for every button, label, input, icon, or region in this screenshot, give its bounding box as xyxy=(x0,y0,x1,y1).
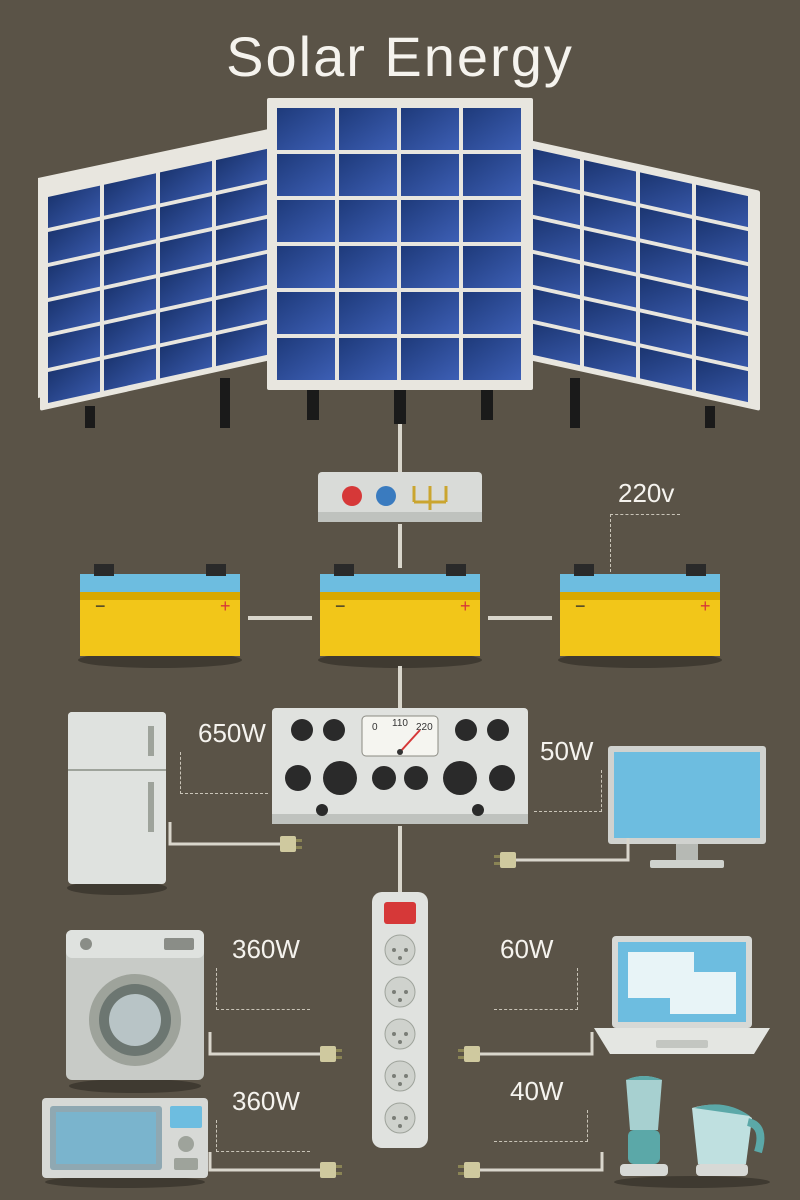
monitor-watt-label: 50W xyxy=(540,736,593,767)
fridge-watt-label: 650W xyxy=(198,718,266,749)
svg-text:+: + xyxy=(460,596,471,616)
page-title: Solar Energy xyxy=(0,24,800,89)
solar-panels-group xyxy=(30,98,770,428)
fridge-plug-icon xyxy=(168,820,308,860)
svg-text:+: + xyxy=(700,596,711,616)
laptop-watt-label: 60W xyxy=(500,934,553,965)
meter-scale-1: 110 xyxy=(392,718,408,729)
microwave-plug-icon xyxy=(208,1150,348,1190)
washer-dashed xyxy=(216,968,310,1010)
microwave-icon xyxy=(38,1098,213,1190)
meter-scale-0: 0 xyxy=(372,722,378,733)
power-strip-icon xyxy=(368,892,432,1152)
voltage-label: 220v xyxy=(618,478,674,509)
blender-dashed xyxy=(494,1110,588,1142)
battery-3-icon: − + xyxy=(550,560,730,670)
blender-watt-label: 40W xyxy=(510,1076,563,1107)
wire-battery-to-inverter xyxy=(398,666,402,712)
washer-icon xyxy=(60,930,210,1095)
svg-text:−: − xyxy=(335,596,346,616)
washer-plug-icon xyxy=(208,1030,348,1070)
battery-2-icon: − + xyxy=(310,560,490,670)
svg-text:−: − xyxy=(575,596,586,616)
microwave-watt-label: 360W xyxy=(232,1086,300,1117)
charge-controller-icon xyxy=(318,468,482,526)
monitor-plug-icon xyxy=(490,836,630,876)
laptop-dashed xyxy=(494,968,578,1010)
fridge-dashed xyxy=(180,752,268,794)
wire-inverter-to-strip xyxy=(398,826,402,894)
inverter-icon: 0 110 220 xyxy=(272,708,528,828)
blender-icon xyxy=(602,1072,772,1192)
svg-text:−: − xyxy=(95,596,106,616)
fridge-icon xyxy=(62,712,172,897)
wire-battery-link-1 xyxy=(248,616,312,620)
svg-text:+: + xyxy=(220,596,231,616)
laptop-plug-icon xyxy=(454,1030,594,1070)
microwave-dashed xyxy=(216,1120,310,1152)
blender-plug-icon xyxy=(454,1150,604,1190)
washer-watt-label: 360W xyxy=(232,934,300,965)
wire-panel-to-controller xyxy=(398,424,402,472)
laptop-icon xyxy=(584,936,774,1066)
monitor-dashed xyxy=(534,770,602,812)
battery-1-icon: − + xyxy=(70,560,250,670)
wire-battery-link-2 xyxy=(488,616,552,620)
